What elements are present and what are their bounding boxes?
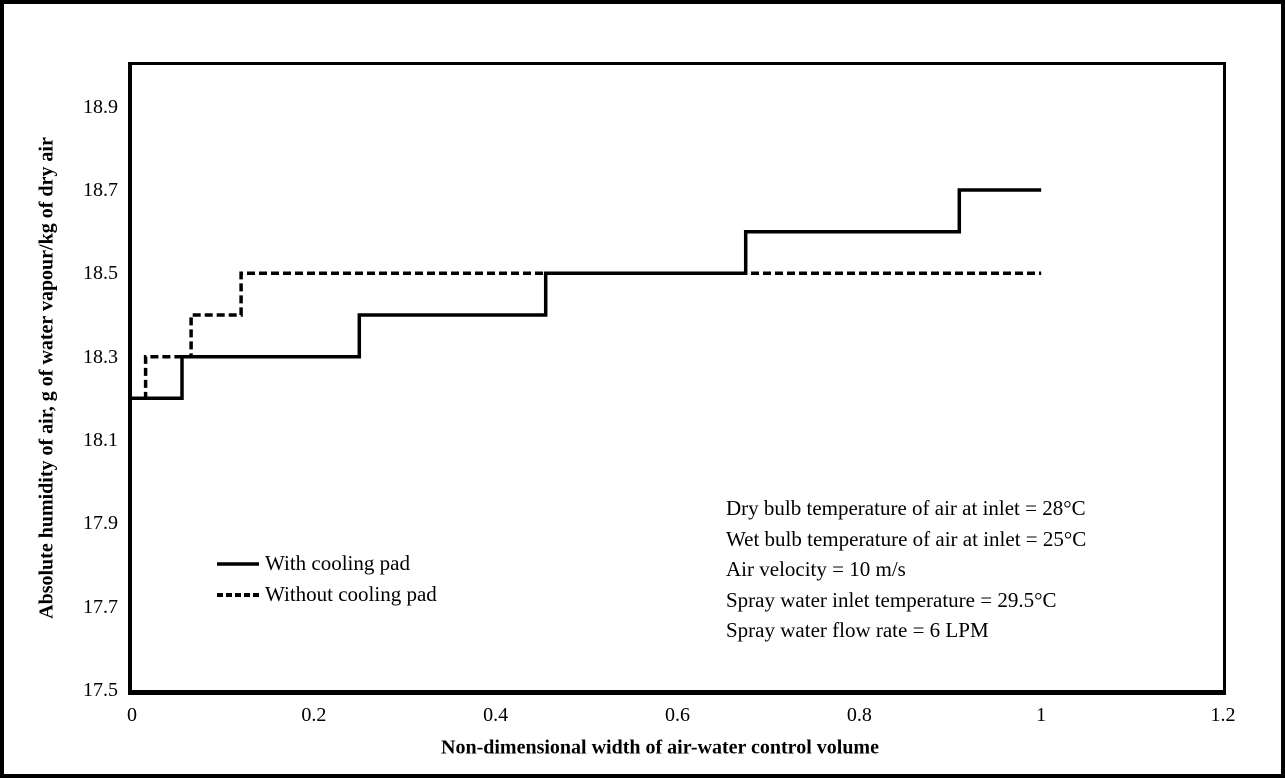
y-axis-tick-label: 17.7 — [83, 595, 118, 618]
y-axis-tick-label: 18.1 — [83, 429, 118, 451]
y-axis-tick-label: 17.9 — [83, 512, 118, 535]
y-axis-tick-label: 18.5 — [83, 262, 118, 285]
x-axis-tick-label: 0 — [127, 704, 137, 726]
annotation-line-dry-bulb: Dry bulb temperature of air at inlet = 2… — [726, 496, 1086, 520]
legend-label-without-cooling-pad: Without cooling pad — [265, 582, 437, 606]
y-axis-tick-label: 18.3 — [83, 345, 118, 368]
x-axis-tick-label: 0.8 — [846, 704, 872, 726]
legend-item-without-cooling-pad: Without cooling pad — [217, 579, 437, 610]
legend-item-with-cooling-pad: With cooling pad — [217, 548, 437, 579]
y-axis-title: Absolute humidity of air, g of water vap… — [35, 137, 58, 619]
x-axis-tick-label: 0.2 — [301, 704, 327, 726]
conditions-annotation: Dry bulb temperature of air at inlet = 2… — [726, 493, 1086, 646]
y-axis-tick-label: 18.9 — [83, 95, 118, 118]
annotation-line-spray-temp: Spray water inlet temperature = 29.5°C — [726, 587, 1057, 612]
x-axis-tick-label: 0.4 — [483, 704, 509, 726]
plot-area: With cooling pad Without cooling pad Dry… — [128, 62, 1226, 695]
y-axis-tick-label: 17.5 — [83, 679, 118, 701]
series-with-cooling-pad — [132, 188, 1042, 401]
series-canvas — [132, 188, 1042, 401]
annotation-line-air-velocity: Air velocity = 10 m/s — [726, 557, 906, 581]
x-axis-tick-label: 1 — [1036, 704, 1047, 726]
solid-line-swatch — [217, 561, 259, 566]
y-axis-tick-label: 18.7 — [83, 179, 118, 201]
dashed-line-swatch — [217, 592, 259, 597]
annotation-line-spray-flow: Spray water flow rate = 6 LPM — [726, 618, 989, 642]
x-axis-tick-label: 0.6 — [665, 704, 690, 726]
x-axis-title: Non-dimensional width of air-water contr… — [441, 736, 879, 759]
x-axis-tick-label: 1.2 — [1210, 704, 1236, 726]
legend: With cooling pad Without cooling pad — [217, 548, 437, 610]
legend-label-with-cooling-pad: With cooling pad — [265, 551, 410, 575]
series-without-cooling-pad — [132, 271, 1042, 401]
annotation-line-wet-bulb: Wet bulb temperature of air at inlet = 2… — [726, 526, 1087, 551]
